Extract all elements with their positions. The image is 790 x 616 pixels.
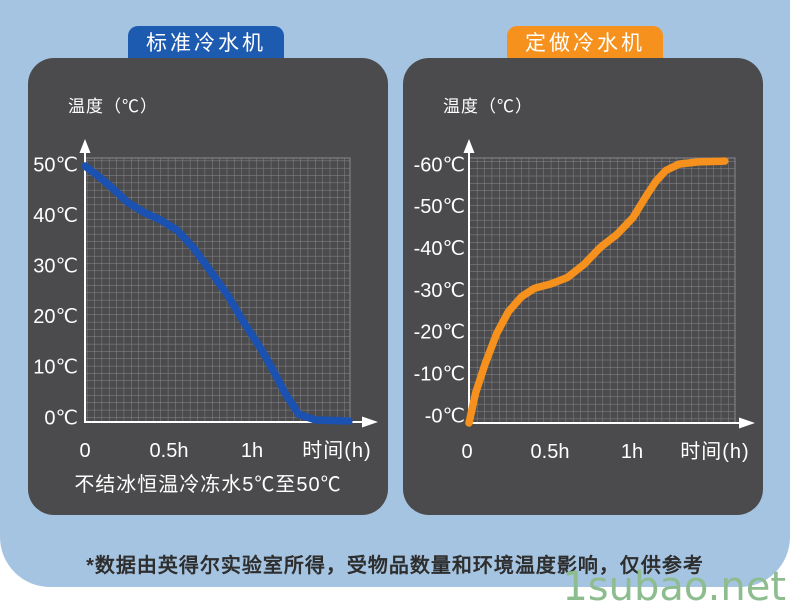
x-axis-arrow-icon	[362, 416, 378, 428]
right-x-axis-title: 时间(h)	[680, 440, 749, 463]
left-y-tick: 40℃	[33, 205, 78, 227]
custom-chiller-tab-label: 定做冷水机	[525, 32, 645, 55]
custom-cooling-curve	[465, 157, 729, 427]
right-x-tick: 0.5h	[531, 441, 570, 463]
custom-chiller-panel: 温度（℃） -60℃ -50℃ -40℃ -30℃ -20℃ -10℃ -0℃ …	[403, 58, 763, 515]
right-y-tick: -50℃	[414, 196, 465, 218]
right-y-tick: -30℃	[414, 280, 465, 302]
right-y-tick: -60℃	[414, 154, 465, 176]
custom-chiller-tab: 定做冷水机	[507, 26, 663, 58]
right-y-tick: -40℃	[414, 238, 465, 260]
left-y-tick: 20℃	[33, 306, 78, 328]
right-x-tick: 1h	[621, 441, 643, 463]
y-axis-arrow-icon	[463, 139, 475, 153]
left-x-axis-title: 时间(h)	[302, 439, 371, 462]
left-y-axis-title: 温度（℃）	[68, 97, 158, 116]
x-axis-arrow-icon	[739, 417, 755, 429]
right-y-tick: -0℃	[425, 405, 465, 427]
custom-chart-plot: -60℃ -50℃ -40℃ -30℃ -20℃ -10℃ -0℃ 0 0.5h…	[414, 139, 755, 463]
right-y-tick: -20℃	[414, 322, 465, 344]
footer-disclaimer: *数据由英得尔实验室所得，受物品数量和环境温度影响，仅供参考	[86, 555, 704, 577]
y-axis-arrow-icon	[79, 139, 91, 153]
left-y-tick: 10℃	[33, 357, 78, 379]
left-y-tick: 0℃	[44, 407, 78, 429]
standard-chart-plot: 50℃ 40℃ 30℃ 20℃ 10℃ 0℃ 0 0.5h 1h 时间(h)	[33, 139, 378, 462]
left-chart-caption: 不结冰恒温冷冻水5℃至50℃	[74, 474, 342, 496]
standard-chiller-panel: 温度（℃） 50℃ 40℃ 30℃ 20℃ 10℃ 0℃ 0 0.5h 1h 时…	[28, 58, 388, 515]
standard-chiller-tab: 标准冷水机	[128, 26, 284, 58]
left-x-tick: 0.5h	[150, 440, 189, 462]
right-y-tick: -10℃	[414, 363, 465, 385]
standard-cooling-curve	[81, 162, 353, 425]
watermark: 1subao.net	[562, 564, 786, 610]
left-y-tick: 50℃	[33, 154, 78, 176]
left-x-tick: 1h	[241, 440, 263, 462]
right-y-axis-title: 温度（℃）	[443, 97, 533, 116]
left-x-tick: 0	[79, 440, 90, 462]
right-grid	[468, 157, 736, 424]
standard-chiller-tab-label: 标准冷水机	[146, 32, 266, 55]
left-y-tick: 30℃	[33, 255, 78, 277]
right-x-tick: 0	[461, 441, 472, 463]
